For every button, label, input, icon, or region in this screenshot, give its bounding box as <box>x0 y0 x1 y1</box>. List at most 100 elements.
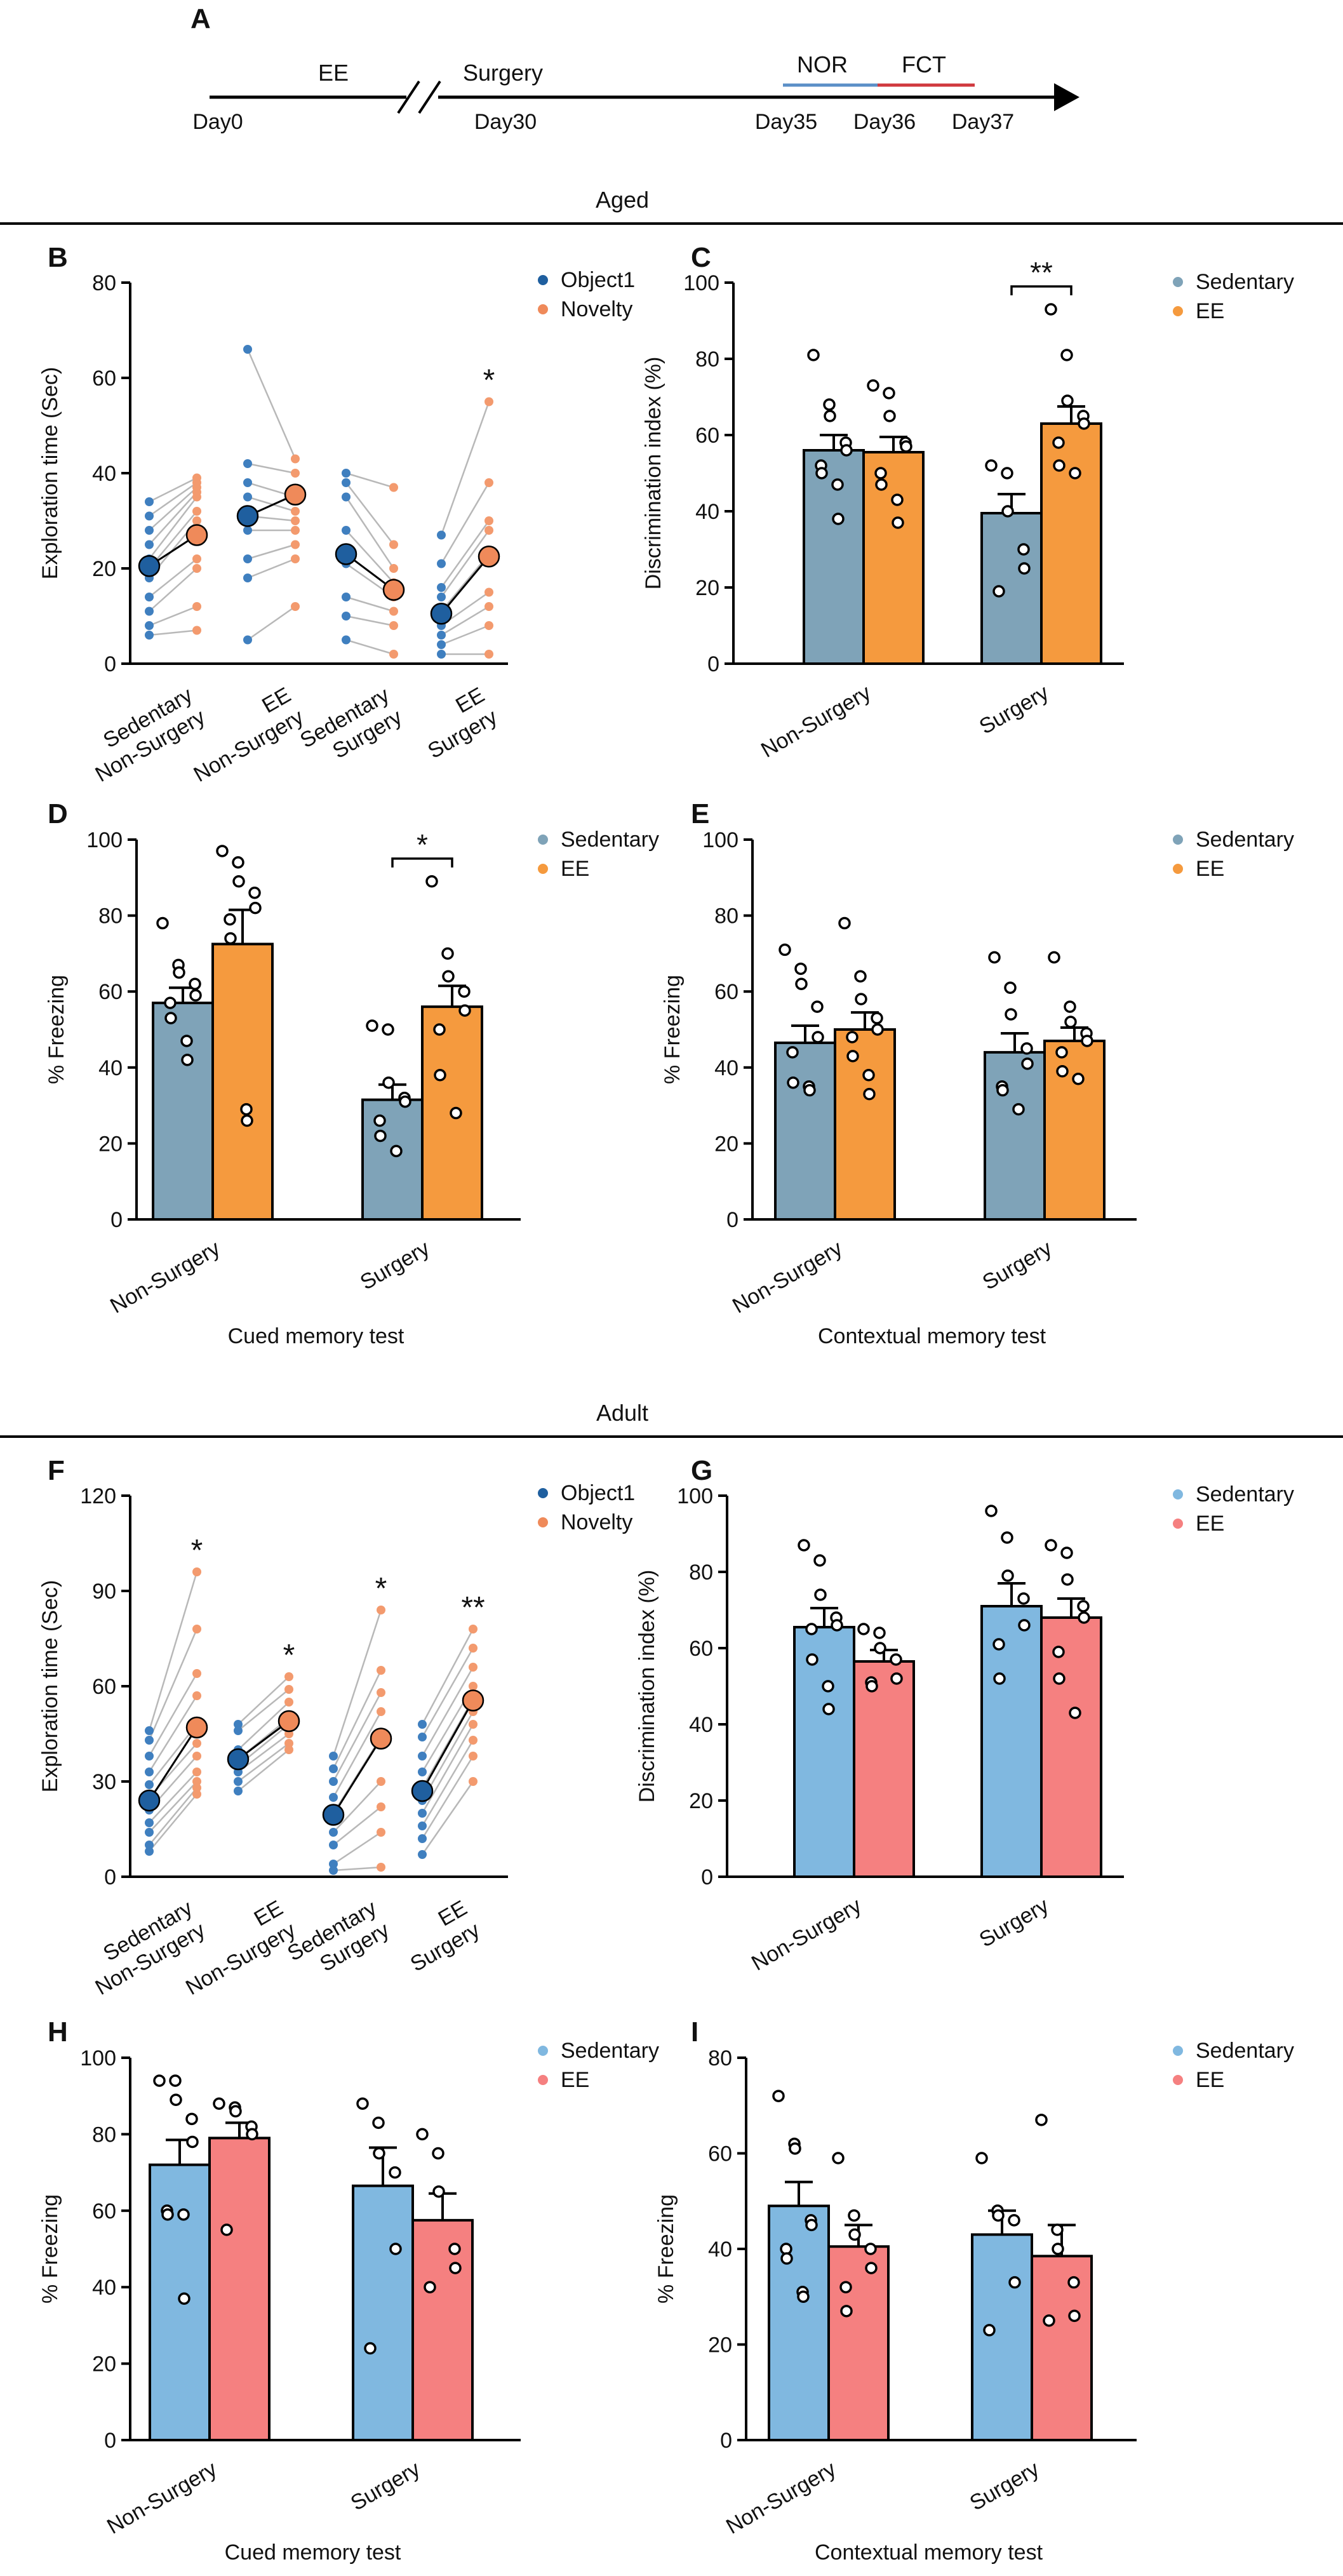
data-point <box>224 932 237 945</box>
y-tick-label: 100 <box>86 828 123 852</box>
object1-point <box>243 459 252 468</box>
novelty-point <box>291 526 300 535</box>
pair-line <box>149 481 197 517</box>
novelty-point <box>377 1688 385 1697</box>
object1-point <box>329 1828 338 1837</box>
data-point <box>848 2209 860 2222</box>
significance-marker: * <box>191 1534 203 1567</box>
data-point <box>831 1619 843 1632</box>
bar <box>827 2245 890 2442</box>
data-point <box>1064 1016 1077 1028</box>
novelty-point <box>284 1698 293 1707</box>
data-point <box>1045 1539 1057 1552</box>
data-point <box>822 1680 834 1693</box>
x-tick-label: Surgery <box>356 1236 434 1294</box>
novelty-point <box>192 1752 201 1761</box>
data-point <box>890 1653 902 1666</box>
data-point <box>1081 1035 1093 1047</box>
data-point <box>177 2208 190 2221</box>
novelty-point <box>484 602 493 611</box>
pair-line <box>345 596 394 612</box>
pair-line <box>247 605 296 641</box>
timeline-day-0: Day0 <box>192 110 243 134</box>
object1-point <box>418 1834 427 1843</box>
novelty-point <box>192 1625 201 1633</box>
x-tick-label: Non-Surgery <box>722 2457 840 2539</box>
object1-point <box>243 574 252 582</box>
data-point <box>864 2243 877 2255</box>
data-point <box>1053 459 1066 472</box>
data-point <box>1017 1592 1030 1605</box>
data-point <box>1018 1619 1031 1632</box>
bar <box>980 512 1043 665</box>
data-point <box>1068 2309 1081 2323</box>
data-point <box>432 2185 445 2198</box>
data-point <box>216 845 229 857</box>
novelty-point <box>192 1669 201 1678</box>
novelty-point <box>192 507 201 516</box>
novelty-point <box>469 1736 478 1745</box>
novelty-point <box>291 554 300 563</box>
object1-point <box>437 593 446 601</box>
object1-point <box>145 1736 154 1745</box>
data-point <box>1056 1065 1069 1078</box>
novelty-mean <box>185 1716 208 1739</box>
bar <box>768 2204 830 2441</box>
legend-marker <box>1173 864 1183 874</box>
x-tick-label: EESurgery <box>394 1896 484 1976</box>
data-point <box>874 1642 886 1654</box>
novelty-point <box>192 626 201 635</box>
data-point <box>871 1023 884 1036</box>
data-point <box>1045 303 1057 316</box>
data-point <box>891 493 904 506</box>
data-point <box>985 1505 998 1517</box>
legend-label: Sedentary <box>1196 270 1294 294</box>
x-tick-label-line: Non-Surgery <box>190 705 308 787</box>
data-point <box>892 516 904 529</box>
data-point <box>813 1554 826 1567</box>
data-point <box>433 1023 446 1036</box>
y-axis-title: Discrimination index (%) <box>641 357 665 590</box>
data-point <box>1048 951 1060 964</box>
y-tick-label: 90 <box>92 1580 116 1604</box>
novelty-mean <box>478 546 500 568</box>
pair-line <box>441 605 490 636</box>
legend-marker <box>538 304 548 314</box>
data-point <box>442 970 455 983</box>
pair-line <box>345 472 394 488</box>
data-point <box>805 1623 818 1635</box>
pair-line <box>247 558 296 579</box>
data-point <box>992 2209 1005 2222</box>
data-point <box>249 901 262 915</box>
novelty-point <box>284 1672 293 1681</box>
novelty-point <box>389 483 398 492</box>
data-point <box>185 2112 198 2126</box>
data-point <box>1008 2214 1020 2227</box>
object1-point <box>145 1828 154 1837</box>
novelty-point <box>377 1707 385 1716</box>
data-point <box>1017 543 1030 556</box>
data-point <box>1052 2243 1064 2255</box>
novelty-point <box>469 1777 478 1786</box>
x-tick-label: Non-Surgery <box>728 1236 846 1318</box>
data-point <box>1001 1569 1014 1582</box>
data-point <box>169 2074 182 2087</box>
legend-marker <box>1173 2075 1183 2085</box>
y-tick-label: 80 <box>98 904 123 929</box>
data-point <box>1072 1072 1085 1085</box>
timeline-break-left <box>397 80 420 114</box>
data-point <box>812 1031 824 1043</box>
legend-marker <box>1173 1489 1183 1499</box>
y-tick-label: 0 <box>104 2429 116 2453</box>
data-point <box>865 1680 878 1693</box>
bar <box>152 1002 214 1221</box>
significance-marker: ** <box>461 1591 484 1625</box>
data-point <box>1001 505 1014 518</box>
object1-point <box>234 1787 243 1795</box>
y-tick-label: 60 <box>92 1675 116 1699</box>
panel-label: E <box>691 798 709 829</box>
object1-mean <box>236 505 259 527</box>
legend-label: EE <box>561 857 589 881</box>
y-tick-label: 100 <box>683 271 719 295</box>
bar <box>853 1660 915 1878</box>
